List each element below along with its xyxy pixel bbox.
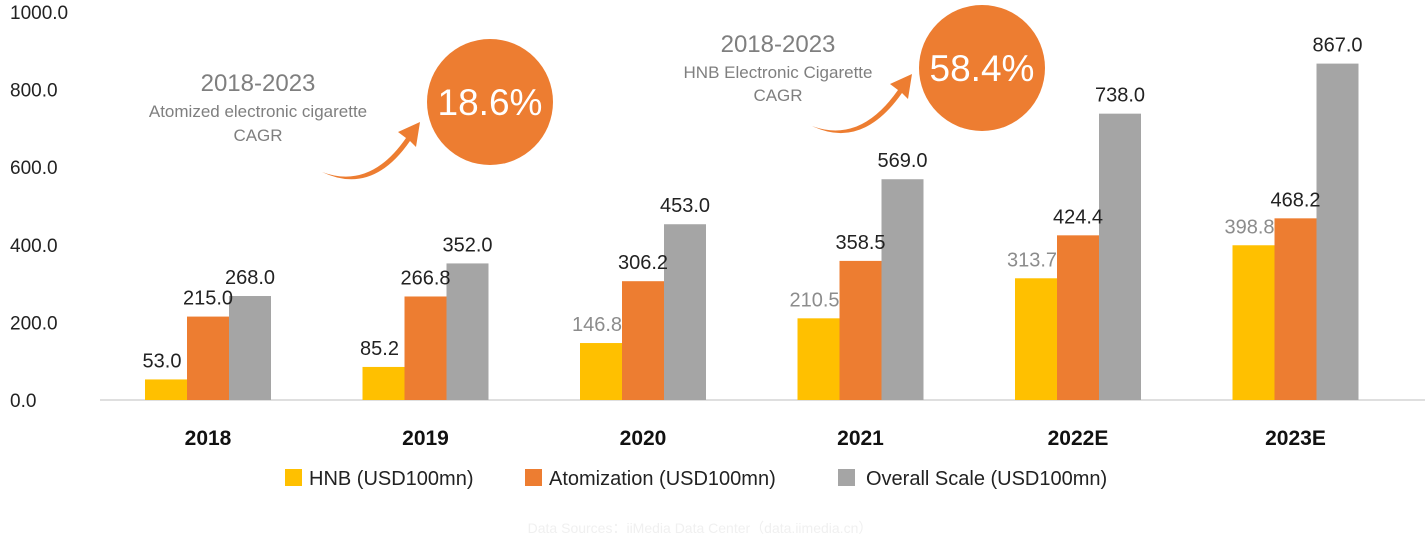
data-label: 738.0 bbox=[1095, 85, 1145, 107]
x-category-label: 2021 bbox=[837, 427, 884, 450]
bar-atomization-2020 bbox=[622, 281, 664, 400]
cagr-badge-hnb bbox=[919, 5, 1045, 131]
bar-hnb-2021 bbox=[797, 318, 840, 400]
y-axis-ticks: 0.0 200.0 400.0 600.0 800.0 1000.0 bbox=[10, 3, 68, 412]
data-label: 268.0 bbox=[225, 267, 275, 289]
data-label: 85.2 bbox=[360, 338, 399, 360]
data-label: 424.4 bbox=[1053, 206, 1103, 228]
y-tick-label: 600.0 bbox=[10, 158, 58, 179]
bar-hnb-2020 bbox=[580, 343, 622, 400]
cagr-label-hnb: HNB Electronic Cigarette bbox=[684, 63, 873, 82]
y-tick-label: 400.0 bbox=[10, 236, 58, 257]
legend: HNB (USD100mn) Atomization (USD100mn) Ov… bbox=[285, 468, 1107, 490]
bar-overall-2020 bbox=[664, 224, 706, 400]
y-tick-label: 0.0 bbox=[10, 391, 36, 412]
cagr-annotation-hnb: 2018-2023 HNB Electronic Cigarette CAGR … bbox=[684, 5, 1045, 134]
bar-hnb-2022E bbox=[1015, 278, 1057, 400]
data-label: 306.2 bbox=[618, 252, 668, 274]
data-label: 358.5 bbox=[835, 232, 885, 254]
data-label: 210.5 bbox=[789, 289, 839, 311]
bar-atomization-2019 bbox=[404, 296, 447, 400]
x-category-label: 2018 bbox=[185, 427, 232, 450]
y-tick-label: 1000.0 bbox=[10, 3, 68, 24]
bar-hnb-2019 bbox=[362, 366, 405, 400]
x-category-label: 2023E bbox=[1265, 427, 1326, 450]
bar-overall-2022E bbox=[1099, 113, 1141, 400]
bar-atomization-2021 bbox=[839, 260, 882, 400]
legend-swatch-overall bbox=[838, 469, 855, 486]
bar-overall-2021 bbox=[881, 179, 924, 400]
bar-overall-2018 bbox=[229, 296, 271, 400]
curved-arrow-icon bbox=[322, 122, 420, 180]
data-label: 313.7 bbox=[1007, 249, 1057, 271]
cagr-value-hnb: 58.4% bbox=[930, 48, 1035, 89]
x-category-label: 2020 bbox=[620, 427, 667, 450]
y-tick-label: 800.0 bbox=[10, 81, 58, 102]
bar-series bbox=[145, 63, 1359, 400]
curved-arrow-icon bbox=[812, 74, 912, 134]
data-label: 146.8 bbox=[572, 314, 622, 336]
x-category-label: 2022E bbox=[1048, 427, 1109, 450]
x-axis-categories: 2018 2019 2020 2021 2022E 2023E bbox=[185, 427, 1326, 450]
cagr-unit-atomized: CAGR bbox=[233, 126, 282, 145]
bar-overall-2019 bbox=[446, 263, 489, 400]
data-label: 53.0 bbox=[143, 350, 182, 372]
legend-label-atomization: Atomization (USD100mn) bbox=[549, 468, 776, 490]
bar-hnb-2018 bbox=[145, 379, 187, 400]
x-category-label: 2019 bbox=[402, 427, 449, 450]
cagr-period-hnb: 2018-2023 bbox=[721, 31, 836, 58]
bar-atomization-2018 bbox=[187, 316, 229, 400]
bar-overall-2023E bbox=[1316, 63, 1359, 400]
cagr-badge-atomized bbox=[427, 39, 553, 165]
data-label: 569.0 bbox=[877, 150, 927, 172]
y-tick-label: 200.0 bbox=[10, 313, 58, 334]
bar-hnb-2023E bbox=[1232, 245, 1275, 400]
legend-label-hnb: HNB (USD100mn) bbox=[309, 468, 473, 490]
data-label: 215.0 bbox=[183, 288, 233, 310]
data-label: 398.8 bbox=[1224, 216, 1274, 238]
cagr-annotation-atomized: 2018-2023 Atomized electronic cigarette … bbox=[149, 39, 553, 180]
data-label: 453.0 bbox=[660, 195, 710, 217]
data-label: 468.2 bbox=[1270, 189, 1320, 211]
legend-label-overall: Overall Scale (USD100mn) bbox=[866, 468, 1107, 490]
bar-atomization-2023E bbox=[1274, 218, 1317, 400]
cagr-label-atomized: Atomized electronic cigarette bbox=[149, 102, 367, 121]
legend-swatch-hnb bbox=[285, 469, 302, 486]
data-source: Data Sources：iiMedia Data Center（data.ii… bbox=[528, 520, 873, 536]
legend-swatch-atomization bbox=[525, 469, 542, 486]
bar-atomization-2022E bbox=[1057, 235, 1099, 400]
cagr-unit-hnb: CAGR bbox=[753, 86, 802, 105]
data-label: 867.0 bbox=[1312, 35, 1362, 57]
data-label: 352.0 bbox=[442, 234, 492, 256]
cagr-period-atomized: 2018-2023 bbox=[201, 70, 316, 97]
cagr-value-atomized: 18.6% bbox=[438, 82, 543, 123]
data-label: 266.8 bbox=[400, 267, 450, 289]
